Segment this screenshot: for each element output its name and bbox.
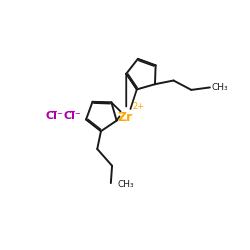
Text: 2+: 2+ bbox=[132, 102, 144, 111]
Text: CH₃: CH₃ bbox=[212, 83, 228, 92]
Text: Cl̅⁻: Cl̅⁻ bbox=[46, 110, 64, 120]
Text: Cl̅⁻: Cl̅⁻ bbox=[64, 110, 82, 120]
Text: CH₃: CH₃ bbox=[117, 180, 134, 189]
Text: Zr: Zr bbox=[118, 111, 132, 124]
